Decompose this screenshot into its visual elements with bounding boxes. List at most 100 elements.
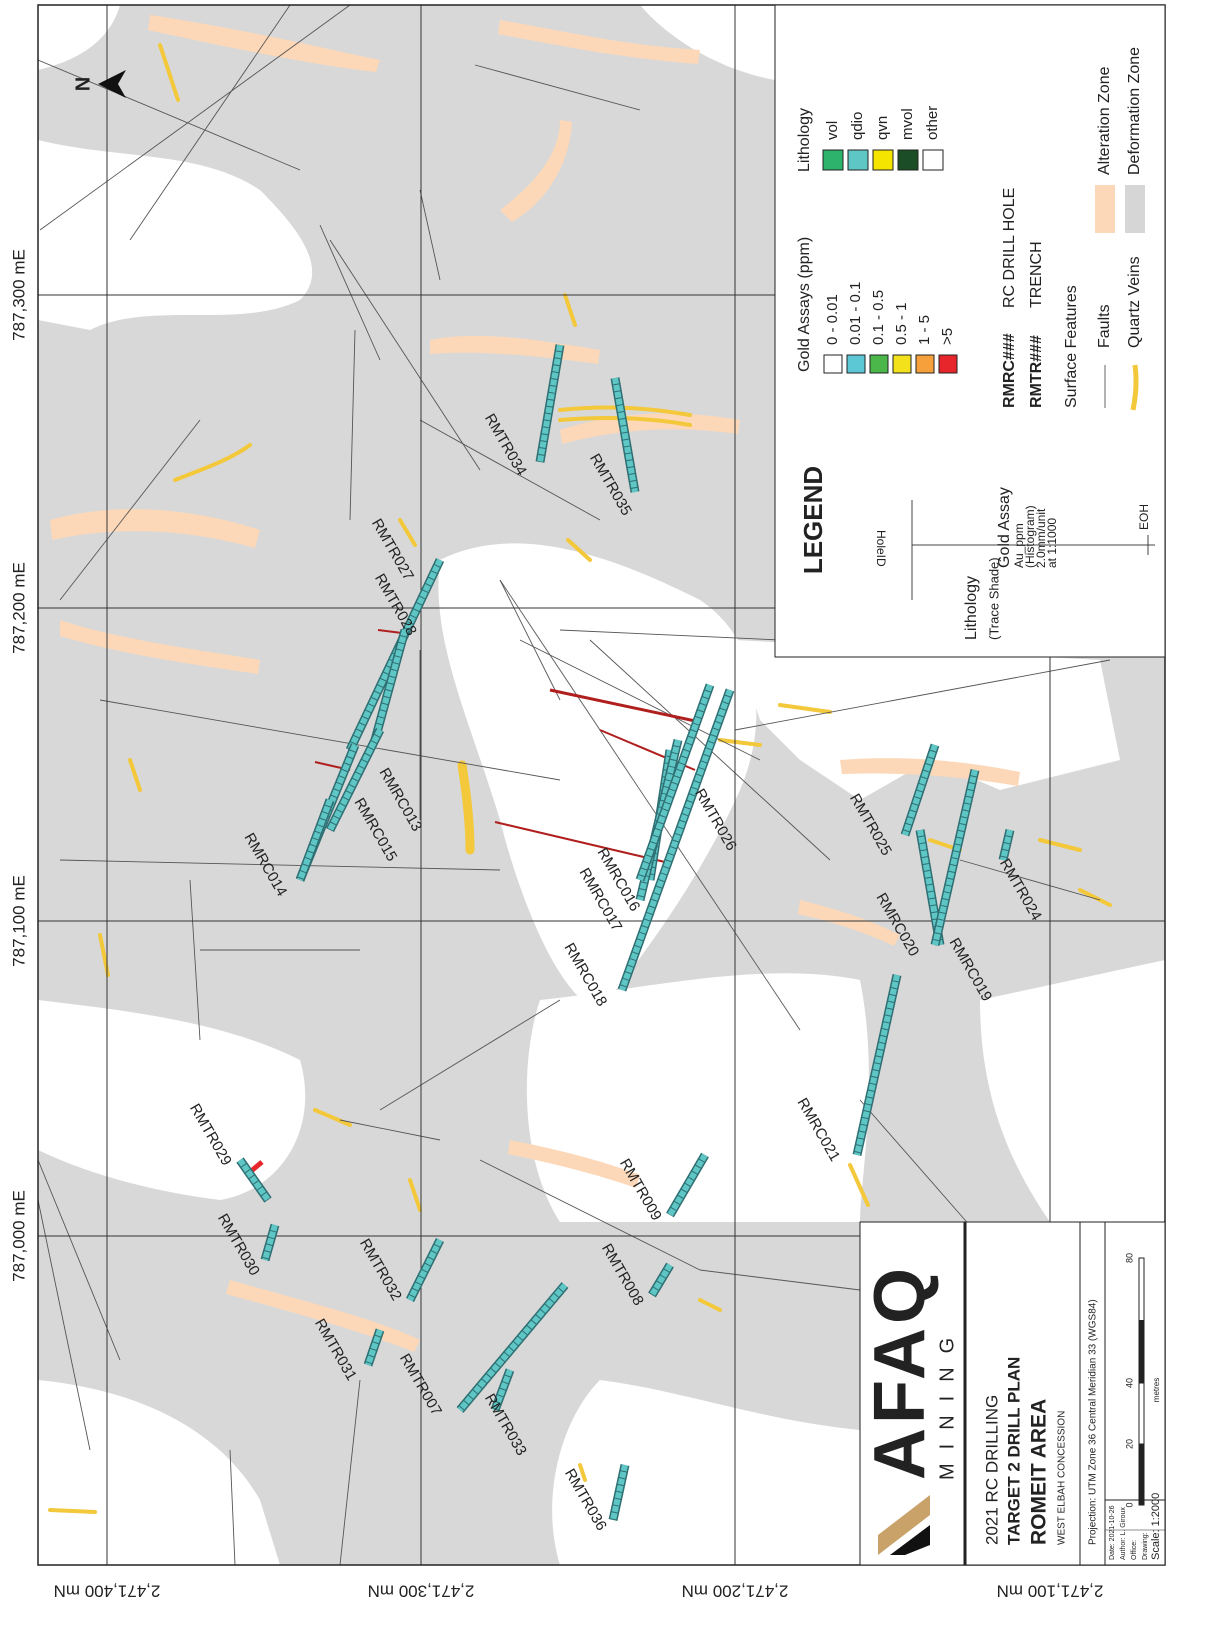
grid-lines <box>38 5 1165 1565</box>
title-block <box>859 1221 1166 1566</box>
legend-swatch <box>847 149 869 171</box>
hole-trace-fill <box>610 1464 628 1521</box>
hole-trace-fill <box>1000 829 1013 861</box>
hole-trace-fill <box>297 798 333 882</box>
meta-text: Drawing: <box>1142 1532 1149 1560</box>
legend-heading: Lithology <box>796 108 813 172</box>
meta-text: Office: <box>1131 1540 1138 1560</box>
hole-trace-fill <box>667 1153 708 1217</box>
hole-trace-fill <box>902 744 938 836</box>
northing-label: 2,471,100 mN <box>997 1582 1104 1601</box>
title-block-rules <box>963 1222 1165 1565</box>
legend-heading: Surface Features <box>1063 285 1080 408</box>
legend-text: Lithology <box>963 576 980 640</box>
title-line: 2021 RC DRILLING <box>982 1395 1001 1545</box>
legend-swatch <box>872 149 894 171</box>
scale-tick: 0 <box>1124 1502 1134 1507</box>
hole-trace-fill <box>372 629 408 741</box>
legend-code: RMTR### <box>1028 335 1045 408</box>
north-label: N <box>72 77 94 91</box>
title-line: TARGET 2 DRILL PLAN <box>1004 1357 1023 1545</box>
hole-trace-fill <box>619 688 733 992</box>
legend-code: RMRC### <box>1001 333 1018 408</box>
legend-text: 2.0mm/unit <box>1034 508 1048 568</box>
logo: AFAQ <box>860 1264 940 1480</box>
meta-text: Date: 2021-10-26 <box>1109 1505 1116 1560</box>
legend-text: 0.5 - 1 <box>893 302 910 345</box>
legend-title: LEGEND <box>798 466 828 574</box>
legend-heading: Gold Assays (ppm) <box>796 237 813 372</box>
legend-text: 0 - 0.01 <box>824 294 841 345</box>
scale-tick: 20 <box>1124 1439 1134 1449</box>
legend-text: 0.01 - 0.1 <box>847 282 864 345</box>
easting-label: 787,200 mE <box>9 562 28 654</box>
legend-text: RC DRILL HOLE <box>1001 188 1018 308</box>
hole-trace-fill <box>649 1263 673 1297</box>
logo-mark <box>878 1495 930 1555</box>
legend-text: Alteration Zone <box>1096 66 1113 175</box>
drill-holes <box>236 344 1015 1521</box>
legend-text: Gold Assay <box>996 487 1013 568</box>
hole-trace-fill <box>262 1224 278 1261</box>
north-arrow <box>98 70 126 98</box>
meta-text: Author: L. Giroux <box>1120 1507 1127 1560</box>
hole-trace-fill <box>365 1329 383 1366</box>
title-line: WEST ELBAH CONCESSION <box>1057 1411 1068 1545</box>
hole-trace-fill <box>932 769 978 946</box>
legend-text: Faults <box>1096 304 1113 348</box>
hole-trace-fill <box>917 829 943 946</box>
hole-trace-fill <box>612 377 638 493</box>
northing-label: 2,471,400 mN <box>54 1582 161 1601</box>
hole-trace-fill <box>854 974 900 1156</box>
legend-swatch <box>846 354 866 374</box>
legend-swatch <box>915 354 935 374</box>
legend-text: (Trace Shade) <box>986 557 1001 640</box>
legend-text: >5 <box>939 328 956 345</box>
quartz-veins <box>48 43 1112 1514</box>
legend-text: (Histogram) <box>1023 505 1037 568</box>
legend-text: HoleID <box>874 530 888 567</box>
logo-sub: MINING <box>936 1324 958 1480</box>
legend-text: Deformation Zone <box>1126 47 1143 175</box>
legend-text: other <box>924 106 941 140</box>
legend-text: qvn <box>874 116 891 140</box>
hole-trace-fill <box>237 1158 271 1202</box>
hole-trace-fill <box>327 728 383 832</box>
hole-trace-fill <box>492 1368 513 1412</box>
legend-text: mvol <box>899 108 916 140</box>
open-ground <box>38 5 1165 1565</box>
scale-tick: 80 <box>1124 1253 1134 1263</box>
projection: Projection: UTM Zone 36 Central Meridian… <box>1088 1299 1099 1545</box>
legend-swatch <box>822 149 844 171</box>
legend-swatch <box>823 354 843 374</box>
easting-label: 787,000 mE <box>9 1190 28 1282</box>
legend-text: 1 - 5 <box>916 315 933 345</box>
meta-text: Scale: 1:2000 <box>1150 1493 1162 1560</box>
legend-swatch <box>938 354 958 374</box>
legend-text: qdio <box>849 112 866 140</box>
hole-trace-fill <box>407 1238 443 1302</box>
legend-swatch <box>1095 185 1115 233</box>
scale-unit: metres <box>1152 1378 1161 1402</box>
hole-trace-fill <box>637 683 713 882</box>
legend-text: at 1:1000 <box>1045 518 1059 568</box>
easting-label: 787,100 mE <box>9 875 28 967</box>
easting-label: 787,300 mE <box>9 249 28 341</box>
legend-text: Quartz Veins <box>1126 256 1143 348</box>
scale-bar <box>1138 1257 1145 1506</box>
legend-text: vol <box>824 121 841 140</box>
legend-text: 0.1 - 0.5 <box>870 290 887 345</box>
map-frame <box>37 4 1166 1566</box>
legend-swatch <box>1125 185 1145 233</box>
legend-box <box>774 4 1166 658</box>
legend-text: Au_ppm <box>1012 523 1026 568</box>
northing-label: 2,471,300 mN <box>368 1582 475 1601</box>
legend-symbols <box>911 364 1155 600</box>
legend-swatch <box>897 149 919 171</box>
legend-swatch <box>922 149 944 171</box>
legend-text: EOH <box>1137 504 1151 530</box>
legend-swatch <box>869 354 889 374</box>
legend-swatch <box>892 354 912 374</box>
northing-label: 2,471,200 mN <box>682 1582 789 1601</box>
